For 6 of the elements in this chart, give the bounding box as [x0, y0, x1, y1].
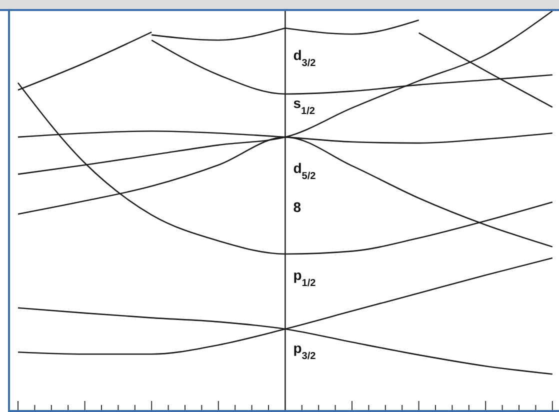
- annotation: d$_{3/2}$: [293, 46, 316, 68]
- annotation: p$_{1/2}$: [293, 266, 316, 288]
- annotation: p$_{3/2}$: [293, 340, 316, 362]
- annotation: s$_{1/2}$: [293, 94, 316, 116]
- annotation: 8: [293, 198, 302, 215]
- annotation: d$_{5/2}$: [293, 160, 316, 182]
